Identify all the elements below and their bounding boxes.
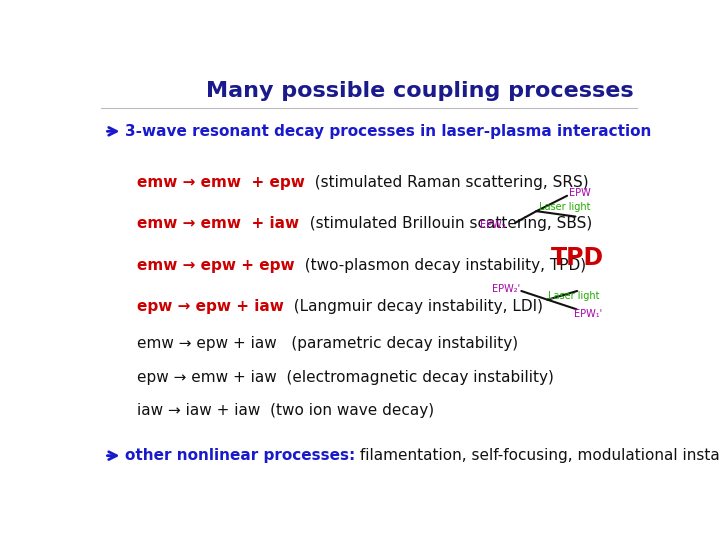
Text: (stimulated Raman scattering, SRS): (stimulated Raman scattering, SRS) <box>305 174 589 190</box>
Text: other nonlinear processes:: other nonlinear processes: <box>125 448 356 463</box>
Text: epw → epw + iaw: epw → epw + iaw <box>138 299 284 314</box>
Text: Laser light: Laser light <box>547 292 599 301</box>
Text: EPW₂': EPW₂' <box>492 284 520 294</box>
Text: (two-plasmon decay instability, TPD): (two-plasmon decay instability, TPD) <box>295 258 586 273</box>
Text: (Langmuir decay instability, LDI): (Langmuir decay instability, LDI) <box>284 299 544 314</box>
Text: iaw → iaw + iaw  (two ion wave decay): iaw → iaw + iaw (two ion wave decay) <box>138 403 435 418</box>
Text: (stimulated Brillouin scattering, SBS): (stimulated Brillouin scattering, SBS) <box>300 216 592 231</box>
Text: EPW₂: EPW₂ <box>480 220 505 230</box>
Text: emw → emw  + iaw: emw → emw + iaw <box>138 216 300 231</box>
Text: emw → epw + epw: emw → epw + epw <box>138 258 295 273</box>
Text: TPD: TPD <box>551 246 603 270</box>
Text: emw → emw  + epw: emw → emw + epw <box>138 174 305 190</box>
Text: emw → epw + iaw   (parametric decay instability): emw → epw + iaw (parametric decay instab… <box>138 336 518 351</box>
Text: 3-wave resonant decay processes in laser-plasma interaction: 3-wave resonant decay processes in laser… <box>125 124 652 139</box>
Text: filamentation, self-focusing, modulational instability etc. etc.: filamentation, self-focusing, modulation… <box>356 448 720 463</box>
Text: Laser light: Laser light <box>539 202 590 212</box>
Text: Many possible coupling processes: Many possible coupling processes <box>207 82 634 102</box>
Text: epw → emw + iaw  (electromagnetic decay instability): epw → emw + iaw (electromagnetic decay i… <box>138 370 554 385</box>
Text: EPW₁': EPW₁' <box>575 309 603 319</box>
Text: EPW: EPW <box>569 188 590 198</box>
